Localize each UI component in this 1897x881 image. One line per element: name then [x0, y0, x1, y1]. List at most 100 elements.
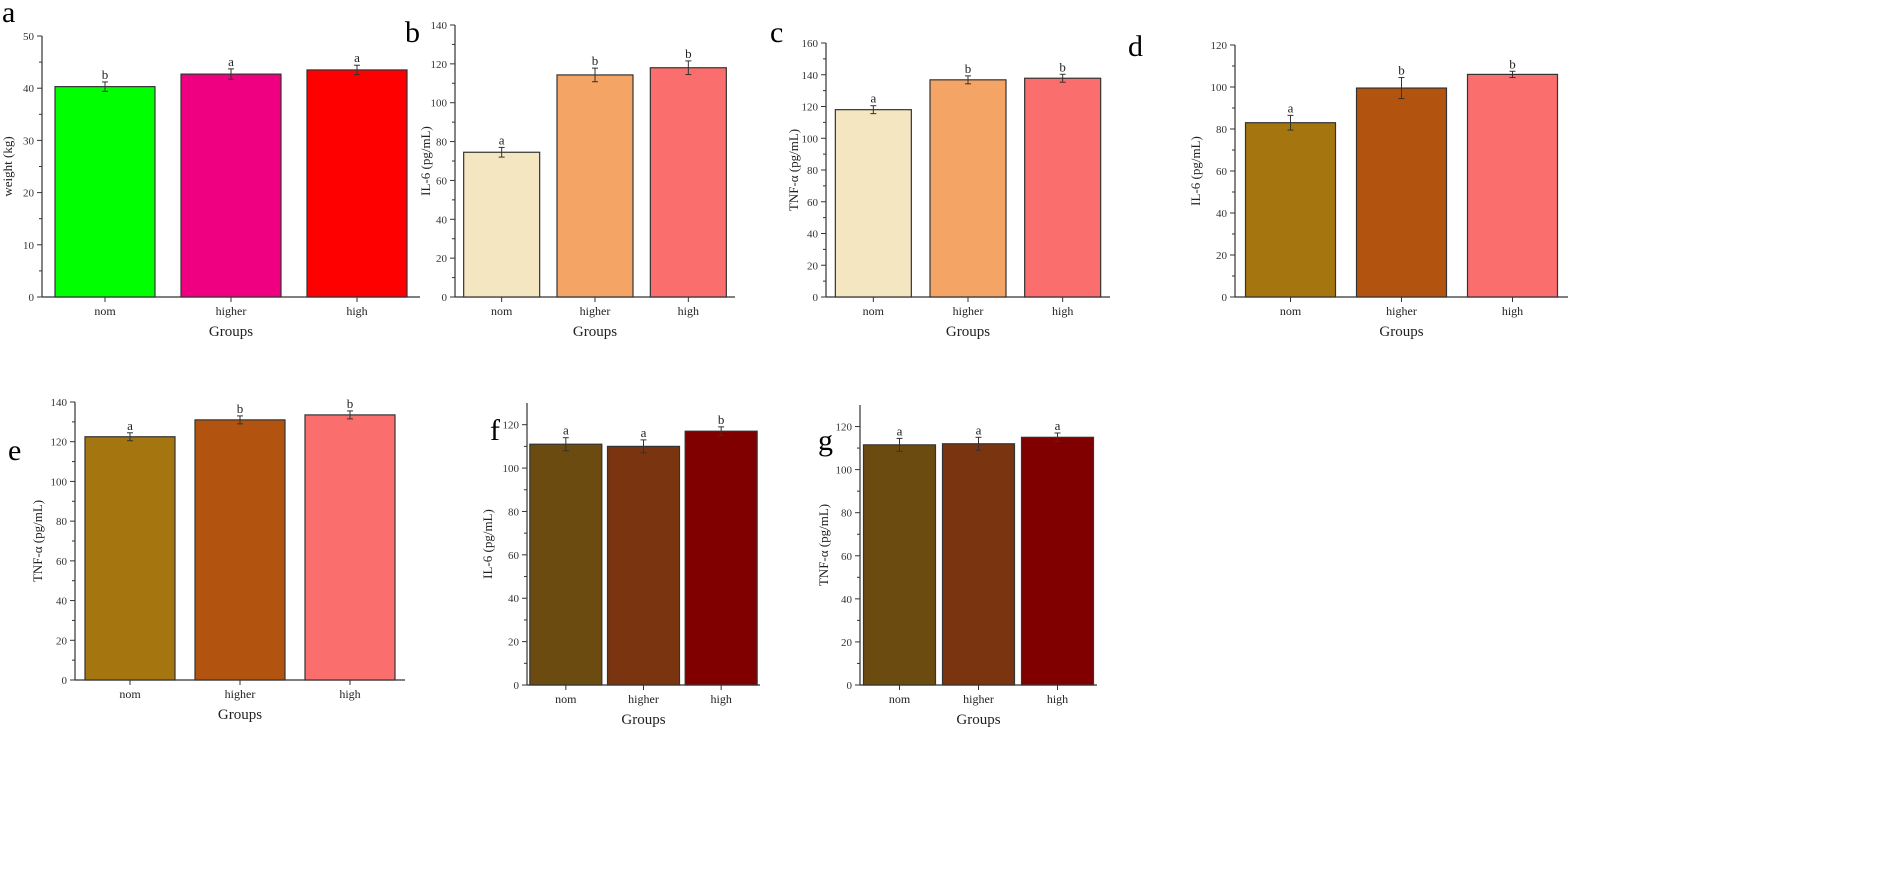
- significance-label: b: [1398, 63, 1405, 78]
- y-tick-label: 100: [503, 463, 520, 475]
- bar-higher: [606, 445, 681, 686]
- x-tick-label: high: [678, 304, 699, 318]
- bar-high: [649, 67, 727, 298]
- y-tick-label: 120: [431, 59, 448, 71]
- x-tick-label: high: [710, 692, 731, 706]
- y-tick-label: 20: [1216, 250, 1228, 262]
- y-tick-label: 60: [1216, 166, 1228, 178]
- x-tick-label: higher: [580, 304, 611, 318]
- chart-panel-e: e 0 20 40 60 80 100 120 140 a nom b higher b high Group…: [8, 396, 405, 723]
- y-tick-label: 40: [807, 229, 819, 241]
- chart-panel-c: c 0 20 40 60 80 100 120 140 160 a nom b higher b high Gr…: [770, 16, 1110, 340]
- x-tick-label: higher: [1386, 304, 1417, 318]
- y-tick-label: 100: [836, 465, 853, 477]
- y-axis-label: weight (kg): [0, 136, 15, 196]
- x-tick-label: high: [1052, 304, 1073, 318]
- y-tick-label: 100: [51, 476, 68, 488]
- bar-nom: [463, 151, 541, 298]
- significance-label: a: [897, 423, 903, 438]
- bar-higher: [941, 443, 1016, 686]
- chart-panel-d: d 0 20 40 60 80 100 120 a nom b higher b high Groups IL…: [1128, 30, 1568, 340]
- y-tick-label: 60: [56, 556, 68, 568]
- y-tick-label: 20: [841, 637, 853, 649]
- panel-label: e: [8, 434, 21, 467]
- bar-high: [684, 430, 758, 686]
- significance-label: b: [237, 401, 244, 416]
- y-tick-label: 40: [23, 83, 35, 95]
- x-tick-label: higher: [953, 304, 984, 318]
- panel-label: d: [1128, 30, 1143, 63]
- y-axis-label: IL-6 (pg/mL): [480, 509, 495, 579]
- y-tick-label: 60: [841, 551, 853, 563]
- y-tick-label: 140: [51, 397, 68, 409]
- y-tick-label: 40: [841, 594, 853, 606]
- y-tick-label: 10: [23, 240, 35, 252]
- y-tick-label: 20: [56, 635, 68, 647]
- significance-label: a: [127, 418, 133, 433]
- significance-label: a: [1288, 100, 1294, 115]
- x-tick-label: nom: [94, 304, 116, 318]
- significance-label: b: [685, 46, 692, 61]
- significance-label: a: [563, 423, 569, 438]
- chart-panel-g: g 0 20 40 60 80 100 120 a nom a higher a high Groups TN…: [816, 405, 1097, 728]
- x-axis-label: Groups: [946, 324, 990, 340]
- bar-higher: [180, 73, 282, 298]
- bar-nom: [862, 444, 937, 686]
- significance-label: b: [718, 412, 725, 427]
- y-tick-label: 80: [1216, 124, 1228, 136]
- significance-label: b: [1059, 59, 1066, 74]
- y-tick-label: 40: [56, 596, 68, 608]
- y-tick-label: 120: [503, 420, 520, 432]
- x-axis-label: Groups: [209, 324, 253, 340]
- bar-high: [1466, 73, 1559, 298]
- y-axis-label: IL-6 (pg/mL): [418, 126, 433, 196]
- y-tick-label: 120: [1211, 40, 1228, 52]
- panel-label: b: [405, 16, 420, 49]
- x-axis-label: Groups: [1379, 324, 1423, 340]
- bar-nom: [1244, 122, 1337, 298]
- x-axis-label: Groups: [621, 712, 665, 728]
- y-tick-label: 140: [431, 20, 448, 32]
- significance-label: a: [228, 54, 234, 69]
- y-tick-label: 100: [1211, 82, 1228, 94]
- x-tick-label: nom: [863, 304, 885, 318]
- panel-label: f: [490, 414, 500, 447]
- x-tick-label: high: [1502, 304, 1523, 318]
- significance-label: a: [870, 91, 876, 106]
- chart-panel-b: b 0 20 40 60 80 100 120 140 a nom b higher b high Group…: [405, 16, 735, 340]
- y-tick-label: 140: [802, 70, 819, 82]
- panel-label: g: [818, 424, 833, 457]
- bar-higher: [194, 419, 286, 681]
- x-axis-label: Groups: [218, 707, 262, 723]
- bar-higher: [1355, 87, 1448, 298]
- bar-higher: [929, 79, 1007, 298]
- y-tick-label: 0: [847, 680, 853, 692]
- y-tick-label: 20: [23, 188, 35, 200]
- y-tick-label: 30: [23, 135, 35, 147]
- x-tick-label: higher: [963, 692, 994, 706]
- bar-nom: [834, 109, 912, 298]
- y-tick-label: 20: [508, 637, 520, 649]
- y-tick-label: 0: [813, 292, 819, 304]
- x-tick-label: high: [346, 304, 367, 318]
- y-tick-label: 100: [431, 98, 448, 110]
- x-tick-label: high: [1047, 692, 1068, 706]
- significance-label: a: [976, 422, 982, 437]
- y-tick-label: 80: [436, 137, 448, 149]
- x-tick-label: higher: [628, 692, 659, 706]
- y-tick-label: 40: [436, 214, 448, 226]
- y-tick-label: 0: [442, 292, 448, 304]
- y-axis-label: TNF-α (pg/mL): [30, 500, 45, 582]
- significance-label: b: [965, 61, 972, 76]
- y-axis-label: IL-6 (pg/mL): [1188, 136, 1203, 206]
- significance-label: b: [592, 53, 599, 68]
- y-tick-label: 80: [56, 516, 68, 528]
- y-axis-label: TNF-α (pg/mL): [786, 129, 801, 211]
- y-tick-label: 0: [514, 680, 520, 692]
- bar-high: [306, 69, 408, 298]
- chart-panel-a: a 0 10 20 30 40 50 b nom a higher a high Groups weight…: [0, 0, 420, 340]
- y-tick-label: 20: [807, 260, 819, 272]
- x-axis-label: Groups: [573, 324, 617, 340]
- y-tick-label: 60: [807, 197, 819, 209]
